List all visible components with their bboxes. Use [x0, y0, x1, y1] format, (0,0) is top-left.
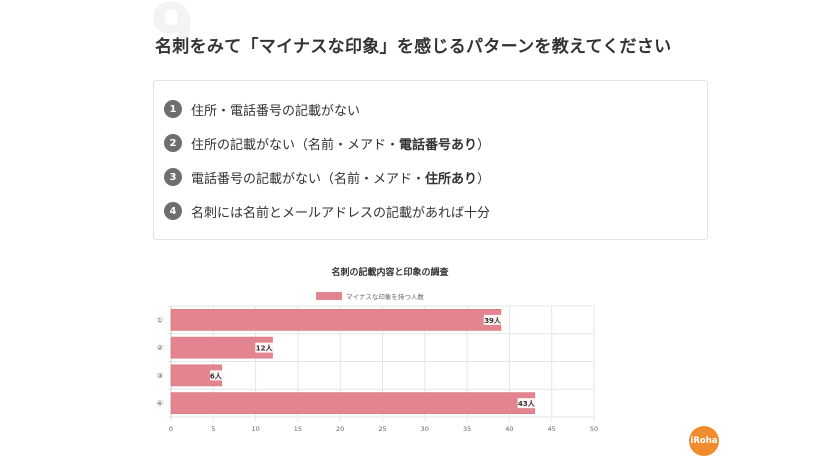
option-number-badge: 3: [164, 168, 182, 186]
x-tick-label: 40: [505, 425, 513, 433]
data-label-bg: [255, 342, 274, 353]
option-suffix: ）: [477, 171, 491, 187]
option-number-badge: 4: [164, 202, 182, 220]
x-tick-label: 20: [336, 425, 344, 433]
data-label-bg: [209, 370, 223, 381]
option-item: 3 電話番号の記載がない（名前・メアド・ 住所あり ）: [164, 167, 490, 187]
option-emphasis: 住所あり: [425, 171, 478, 187]
chart-title: 名刺の記載内容と印象の調査: [331, 266, 449, 278]
option-text: 住所の記載がない（名前・メアド・: [191, 137, 400, 153]
option-text: 電話番号の記載がない（名前・メアド・: [191, 171, 426, 187]
data-label-bg: [517, 398, 536, 409]
option-emphasis: 電話番号あり: [399, 137, 478, 153]
legend-label: マイナスな印象を持つ人数: [346, 292, 424, 301]
option-text: 名刺には名前とメールアドレスの記載があれば十分: [191, 205, 491, 221]
brand-logo: iRoha: [689, 426, 719, 456]
option-text: 住所・電話番号の記載がない: [191, 103, 361, 119]
x-tick-label: 35: [463, 425, 471, 433]
data-label: 12人: [256, 344, 274, 353]
background-numeral: 9: [150, 0, 195, 65]
options-list: 1 住所・電話番号の記載がない 2 住所の記載がない（名前・メアド・ 電話番号あ…: [153, 80, 708, 240]
x-tick-label: 50: [590, 425, 598, 433]
x-tick-label: 15: [294, 425, 302, 433]
x-tick-label: 30: [421, 425, 429, 433]
option-item: 1 住所・電話番号の記載がない: [164, 99, 360, 119]
bar: [170, 392, 536, 414]
data-label: 39人: [484, 316, 502, 325]
option-number-badge: 2: [164, 134, 182, 152]
data-label: 6人: [210, 371, 223, 380]
y-category-label: ①: [157, 316, 163, 324]
x-tick-label: 5: [211, 425, 215, 433]
x-tick-label: 45: [548, 425, 556, 433]
option-number-badge: 1: [164, 100, 182, 118]
y-category-label: ③: [157, 372, 163, 380]
question-title: 名刺をみて「マイナスな印象」を感じるパターンを教えてください: [155, 37, 672, 57]
x-tick-label: 25: [378, 425, 386, 433]
x-tick-label: 10: [251, 425, 259, 433]
y-category-label: ②: [157, 344, 163, 352]
bar-chart-svg: 名刺の記載内容と印象の調査 マイナスな印象を持つ人数 0 5 10 15 20 25 30 3…: [157, 266, 598, 433]
x-tick-label: 0: [169, 425, 173, 433]
legend-swatch: [316, 292, 342, 300]
survey-chart: 名刺の記載内容と印象の調査 マイナスな印象を持つ人数 0 5 10 15 20 25 30 3…: [140, 262, 620, 442]
option-item: 4 名刺には名前とメールアドレスの記載があれば十分: [164, 201, 490, 221]
data-label-bg: [483, 314, 502, 325]
option-item: 2 住所の記載がない（名前・メアド・ 電話番号あり ）: [164, 133, 490, 153]
y-category-label: ④: [157, 400, 163, 408]
data-label: 43人: [518, 399, 536, 408]
bar: [170, 309, 502, 331]
option-suffix: ）: [477, 137, 491, 153]
